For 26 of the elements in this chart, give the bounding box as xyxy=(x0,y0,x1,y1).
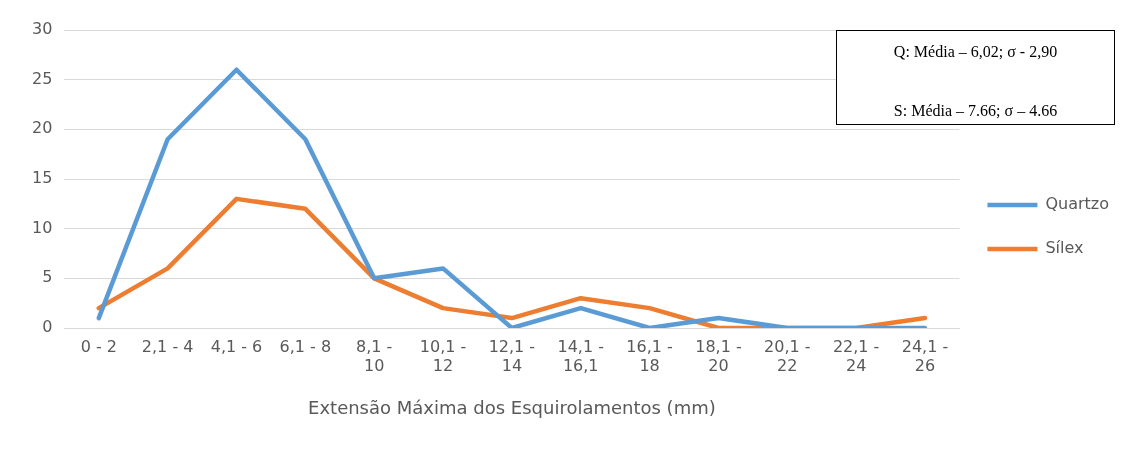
x-tick-label: 14,1 - 16,1 xyxy=(557,336,604,375)
y-tick-label: 5 xyxy=(42,267,53,287)
x-tick-label: 24,1 - 26 xyxy=(901,336,949,375)
legend-label: Sílex xyxy=(1045,238,1084,258)
annotation: S: Média – 7.66; σ – 4.66 xyxy=(892,102,1059,120)
y-tick-label: 25 xyxy=(32,68,53,88)
y-tick-label: 15 xyxy=(32,168,53,188)
legend-label: Quartzo xyxy=(1045,194,1109,214)
y-tick-label: 20 xyxy=(32,118,53,138)
x-axis-title: Extensão Máxima dos Esquirolamentos (mm) xyxy=(308,396,716,418)
y-tick-label: 10 xyxy=(32,217,53,237)
y-tick-label: 30 xyxy=(32,19,53,39)
annotation: Q: Média – 6,02; σ - 2,90 xyxy=(892,43,1059,61)
x-tick-label: 16,1 - 18 xyxy=(626,336,673,375)
x-tick-label: 6,1 - 8 xyxy=(279,336,332,356)
x-tick-label: 4,1 - 6 xyxy=(210,336,263,356)
x-tick-label: 18,1 - 20 xyxy=(695,336,742,375)
x-tick-label: 2,1 - 4 xyxy=(141,336,194,356)
x-tick-label: 0 - 2 xyxy=(80,336,117,356)
x-tick-label: 22,1 - 24 xyxy=(832,336,880,375)
x-tick-label: 10,1 - 12 xyxy=(419,336,467,375)
note-box: Q: Média – 6,02; σ - 2,90 S: Média – 7.66; σ – 4.66 xyxy=(836,30,1115,125)
x-tick-label: 8,1 - 10 xyxy=(356,336,393,375)
x-tick-label: 12,1 - 14 xyxy=(488,336,536,375)
x-tick-label: 20,1 - 22 xyxy=(764,336,811,375)
y-tick-label: 0 xyxy=(42,317,53,337)
